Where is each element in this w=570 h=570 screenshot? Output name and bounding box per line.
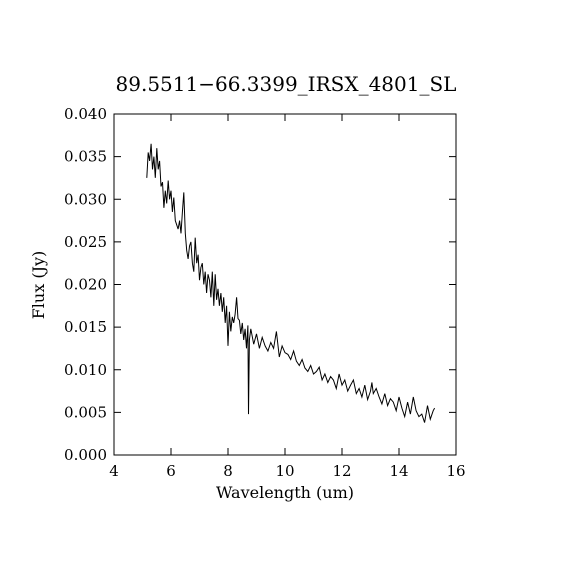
y-tick-label: 0.035 — [64, 148, 107, 166]
x-axis: 4 6 8 10 12 14 16 — [109, 114, 466, 480]
y-axis-label: Flux (Jy) — [29, 251, 48, 320]
y-tick-label: 0.020 — [64, 276, 107, 294]
y-tick-label: 0.030 — [64, 190, 107, 208]
series-line-flux — [146, 143, 436, 423]
y-tick-label: 0.040 — [64, 105, 107, 123]
x-tick-label: 16 — [446, 462, 465, 480]
x-tick-label: 6 — [166, 462, 176, 480]
chart-title: 89.5511−66.3399_IRSX_4801_SL — [116, 72, 457, 96]
x-tick-label: 4 — [109, 462, 119, 480]
x-axis-label: Wavelength (um) — [216, 483, 354, 502]
x-tick-label: 8 — [223, 462, 233, 480]
y-tick-label: 0.025 — [64, 233, 107, 251]
x-tick-label: 14 — [389, 462, 408, 480]
x-tick-label: 10 — [275, 462, 294, 480]
plot-frame — [113, 113, 457, 456]
y-tick-label: 0.000 — [64, 446, 107, 464]
y-tick-label: 0.015 — [64, 318, 107, 336]
y-axis: 0.000 0.005 0.010 0.015 0.020 0.025 0.030 0.035… — [64, 105, 456, 464]
x-tick-label: 12 — [332, 462, 351, 480]
y-tick-label: 0.010 — [64, 361, 107, 379]
y-tick-label: 0.005 — [64, 403, 107, 421]
